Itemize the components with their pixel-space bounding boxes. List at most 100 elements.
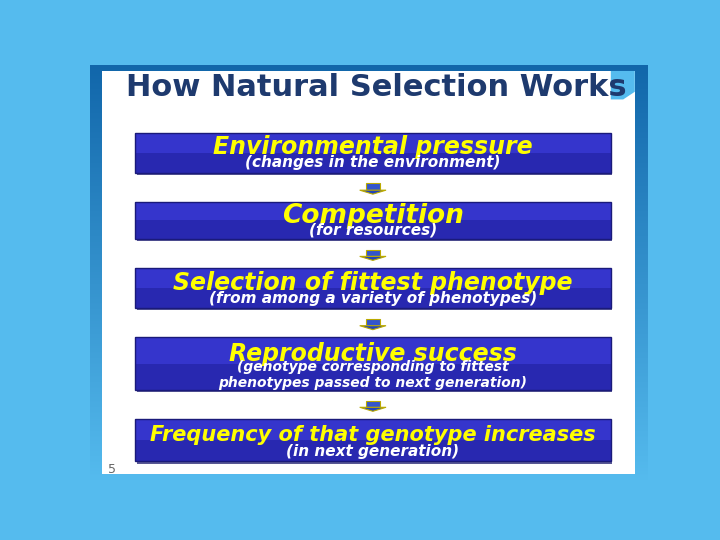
- Bar: [90, 95, 648, 96]
- Bar: [90, 455, 648, 456]
- Bar: [90, 459, 648, 460]
- FancyBboxPatch shape: [137, 135, 612, 175]
- Bar: [90, 238, 648, 239]
- Bar: [90, 245, 648, 246]
- Bar: [90, 288, 648, 289]
- Bar: [90, 379, 648, 380]
- Bar: [90, 118, 648, 119]
- Bar: [90, 87, 648, 88]
- Bar: [90, 109, 648, 110]
- Bar: [90, 89, 648, 90]
- Bar: [90, 267, 648, 268]
- Bar: [90, 435, 648, 436]
- Bar: [90, 474, 648, 475]
- Bar: [90, 213, 648, 214]
- Bar: [90, 434, 648, 435]
- Bar: [90, 75, 648, 76]
- Bar: [90, 451, 648, 452]
- Bar: [90, 268, 648, 269]
- Bar: [90, 275, 648, 276]
- Bar: [90, 410, 648, 411]
- Bar: [90, 200, 648, 201]
- Bar: [90, 205, 648, 206]
- Bar: [90, 416, 648, 417]
- Bar: [90, 194, 648, 195]
- Bar: [90, 293, 648, 294]
- Bar: [90, 114, 648, 115]
- Bar: [90, 378, 648, 379]
- Bar: [90, 184, 648, 185]
- Bar: [90, 244, 648, 245]
- Bar: [90, 202, 648, 204]
- Bar: [90, 463, 648, 464]
- Bar: [90, 177, 648, 178]
- Bar: [90, 172, 648, 173]
- Bar: [90, 151, 648, 152]
- Bar: [90, 315, 648, 316]
- Bar: [90, 142, 648, 143]
- Bar: [90, 208, 648, 209]
- Bar: [90, 226, 648, 227]
- Bar: [90, 419, 648, 420]
- Bar: [90, 365, 648, 366]
- Bar: [90, 162, 648, 163]
- Bar: [90, 377, 648, 378]
- Bar: [90, 251, 648, 252]
- Bar: [90, 248, 648, 249]
- Bar: [90, 348, 648, 349]
- Bar: [90, 316, 648, 318]
- Bar: [90, 312, 648, 313]
- Bar: [90, 242, 648, 244]
- Bar: [90, 240, 648, 241]
- Bar: [90, 284, 648, 285]
- Bar: [90, 100, 648, 101]
- Bar: [90, 165, 648, 166]
- Bar: [90, 296, 648, 298]
- Bar: [90, 334, 648, 335]
- Bar: [90, 67, 648, 68]
- Bar: [90, 274, 648, 275]
- Bar: [90, 150, 648, 151]
- Bar: [90, 88, 648, 89]
- Bar: [90, 359, 648, 360]
- Bar: [90, 181, 648, 182]
- Bar: [90, 214, 648, 215]
- Bar: [90, 404, 648, 405]
- Bar: [90, 453, 648, 454]
- Bar: [90, 408, 648, 409]
- Bar: [90, 129, 648, 130]
- Bar: [90, 414, 648, 415]
- Bar: [90, 439, 648, 440]
- Bar: [90, 69, 648, 70]
- Bar: [90, 399, 648, 400]
- Bar: [90, 304, 648, 305]
- Bar: [90, 236, 648, 237]
- Bar: [90, 289, 648, 291]
- Bar: [90, 234, 648, 235]
- Bar: [90, 470, 648, 471]
- Bar: [90, 338, 648, 339]
- Bar: [90, 392, 648, 393]
- Bar: [90, 349, 648, 350]
- Bar: [90, 326, 648, 327]
- Bar: [90, 112, 648, 113]
- Bar: [90, 160, 648, 161]
- Bar: [90, 280, 648, 281]
- Text: Selection of fittest phenotype: Selection of fittest phenotype: [173, 271, 572, 295]
- Bar: [90, 332, 648, 333]
- Bar: [90, 390, 648, 391]
- Bar: [90, 163, 648, 164]
- Bar: [90, 72, 648, 73]
- Bar: [90, 327, 648, 328]
- Bar: [90, 285, 648, 286]
- Bar: [90, 443, 648, 444]
- Bar: [90, 293, 648, 294]
- Bar: [90, 366, 648, 367]
- Bar: [90, 125, 648, 126]
- Bar: [90, 446, 648, 447]
- Bar: [90, 68, 648, 69]
- Bar: [90, 428, 648, 429]
- Bar: [90, 386, 648, 387]
- FancyBboxPatch shape: [366, 184, 380, 190]
- Bar: [90, 257, 648, 258]
